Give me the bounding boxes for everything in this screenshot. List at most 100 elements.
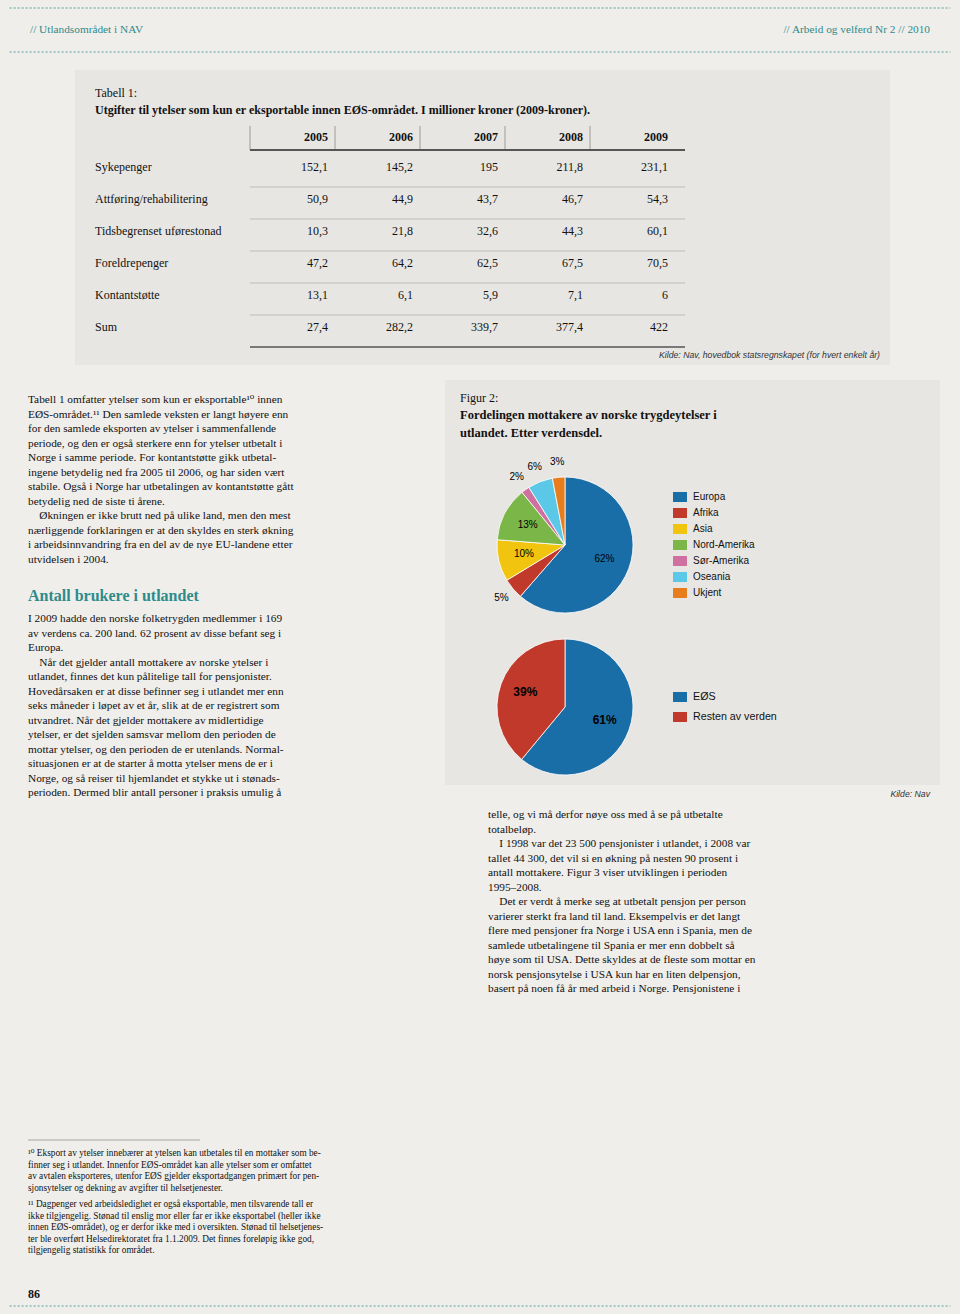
legend-swatch (673, 524, 687, 534)
body-line: i arbeidsinnvandring fra en del av de ny… (28, 538, 293, 550)
table-header-separator (505, 126, 506, 150)
body-line: høye som til USA. Dette skyldes at de fl… (488, 953, 756, 965)
legend: EuropaAfrikaAsiaNord-AmerikaSør-AmerikaO… (673, 491, 755, 598)
table-row-label: Sykepenger (95, 160, 152, 174)
figure-subtitle: Fordelingen mottakere av norske trygdeyt… (460, 408, 717, 422)
table-cell: 5,9 (483, 288, 498, 302)
body-line: Norge, og så reiser til hjemlandet et st… (28, 772, 280, 784)
page: // Utlandsområdet i NAV// Arbeid og velf… (0, 0, 960, 1314)
body-line: for den samlede eksporten av ytelser i s… (28, 422, 276, 434)
pie-label: 61% (593, 713, 617, 727)
body-line: ingene betydelig ned fra 2005 til 2006, … (28, 466, 285, 478)
footnote-line: ¹⁰ Eksport av ytelser innebærer at ytels… (28, 1148, 321, 1158)
legend-swatch (673, 692, 687, 702)
table-subtitle: Utgifter til ytelser som kun er eksporta… (95, 103, 590, 117)
table-cell: 43,7 (477, 192, 498, 206)
body-line: betydelig ned de siste ti årene. (28, 495, 165, 507)
legend-swatch (673, 588, 687, 598)
legend-swatch (673, 508, 687, 518)
footnote-rule (28, 1140, 200, 1141)
pie-label: 2% (509, 471, 524, 482)
pie-label: 6% (528, 461, 543, 472)
figure-source: Kilde: Nav (890, 789, 930, 799)
legend-label: EØS (693, 690, 716, 702)
table-header-separator (250, 126, 251, 150)
table-cell: 44,3 (562, 224, 583, 238)
legend-label: Afrika (693, 507, 719, 518)
footnotes: ¹⁰ Eksport av ytelser innebærer at ytels… (28, 1140, 323, 1255)
pie: 62%5%10%13%2%6%3% (494, 456, 633, 613)
table-row-label: Tidsbegrenset uførestonad (95, 224, 222, 238)
table-column-header: 2008 (559, 130, 583, 144)
table-cell: 60,1 (647, 224, 668, 238)
table-cell: 62,5 (477, 256, 498, 270)
footnote-line: ¹¹ Dagpenger ved arbeidsledighet er også… (28, 1199, 314, 1209)
body-line: Hovedårsaken er at disse befinner seg i … (28, 685, 284, 697)
legend-swatch (673, 556, 687, 566)
footnote-line: sjonsytelser og dekning av avgifter til … (28, 1183, 223, 1193)
figure-panel: Figur 2:Fordelingen mottakere av norske … (445, 380, 940, 785)
legend-label: Nord-Amerika (693, 539, 755, 550)
table-cell: 70,5 (647, 256, 668, 270)
pie-label: 39% (513, 685, 537, 699)
legend-swatch (673, 572, 687, 582)
table-header-rule (250, 149, 685, 151)
table-cell: 6,1 (398, 288, 413, 302)
table-cell: 67,5 (562, 256, 583, 270)
table-bottom-rule (250, 346, 685, 348)
table-cell: 377,4 (556, 320, 583, 334)
table-row-rule (250, 219, 685, 220)
body-line: situasjonen er at de starter å motta yte… (28, 757, 273, 769)
table-row-rule (250, 187, 685, 188)
body-line: 1995–2008. (488, 881, 542, 893)
body-line: Europa. (28, 641, 64, 653)
table-cell: 54,3 (647, 192, 668, 206)
table-cell: 64,2 (392, 256, 413, 270)
body-line: utlandet, finnes det kun pålitelige tall… (28, 670, 272, 682)
body-line: Økningen er ikke brutt ned på ulike land… (28, 509, 291, 521)
footnote-line: innen EØS-området), og er derfor ikke me… (28, 1222, 323, 1233)
body-line: periode, og den er også sterkere enn for… (28, 437, 282, 449)
body-line: basert på noen få år med arbeid i Norge.… (488, 982, 740, 994)
body-line: totalbeløp. (488, 823, 536, 835)
table-background (75, 70, 890, 365)
table-row-label: Kontantstøtte (95, 288, 160, 302)
section-heading: Antall brukere i utlandet (28, 587, 200, 604)
body-line: telle, og vi må derfor nøye oss med å se… (488, 808, 723, 820)
table-cell: 145,2 (386, 160, 413, 174)
header-right: // Arbeid og velferd Nr 2 // 2010 (783, 23, 930, 35)
table-header-separator (420, 126, 421, 150)
body-line: flere med pensjoner fra Norge i USA enn … (488, 924, 752, 936)
legend-label: Europa (693, 491, 726, 502)
pie-label: 3% (550, 456, 565, 467)
body-line: seks måneder i løpet av et år, slik at d… (28, 699, 280, 711)
table-column-header: 2007 (474, 130, 498, 144)
legend-label: Resten av verden (693, 710, 777, 722)
footnote-line: finner seg i utlandet. Innenfor EØS-områ… (28, 1160, 312, 1170)
body-line: nærliggende forklaringen er at den skyld… (28, 524, 294, 536)
table-cell: 231,1 (641, 160, 668, 174)
legend-label: Oseania (693, 571, 731, 582)
figure-background (445, 380, 940, 785)
body-line: I 1998 var det 23 500 pensjonister i utl… (488, 837, 751, 849)
page-number: 86 (28, 1287, 40, 1301)
table-cell: 27,4 (307, 320, 328, 334)
table-cell: 32,6 (477, 224, 498, 238)
table-row-rule (250, 315, 685, 316)
table-column-header: 2005 (304, 130, 328, 144)
body-line: perioden. Dermed blir antall personer i … (28, 786, 281, 798)
body-line: Tabell 1 omfatter ytelser som kun er eks… (28, 393, 283, 405)
body-line: ytelser, er det sjelden samsvar mellom d… (28, 728, 276, 740)
table-cell: 47,2 (307, 256, 328, 270)
table-source: Kilde: Nav, hovedbok statsregnskapet (fo… (659, 350, 880, 360)
pie-label: 10% (514, 548, 534, 559)
footnote-line: av avtalen eksporteres, utenfor EØS gjel… (28, 1171, 319, 1181)
legend-label: Sør-Amerika (693, 555, 750, 566)
body-line: samlede utbetalingene til Spania er mer … (488, 939, 735, 951)
table-cell: 21,8 (392, 224, 413, 238)
body-line: varierer sterkt fra land til land. Eksem… (488, 910, 741, 922)
pie-slice (497, 639, 565, 759)
table-row-label: Foreldrepenger (95, 256, 168, 270)
pie: 61% 39% (497, 639, 633, 775)
body-line: tallet 44 300, det vil si en økning på n… (488, 852, 738, 864)
